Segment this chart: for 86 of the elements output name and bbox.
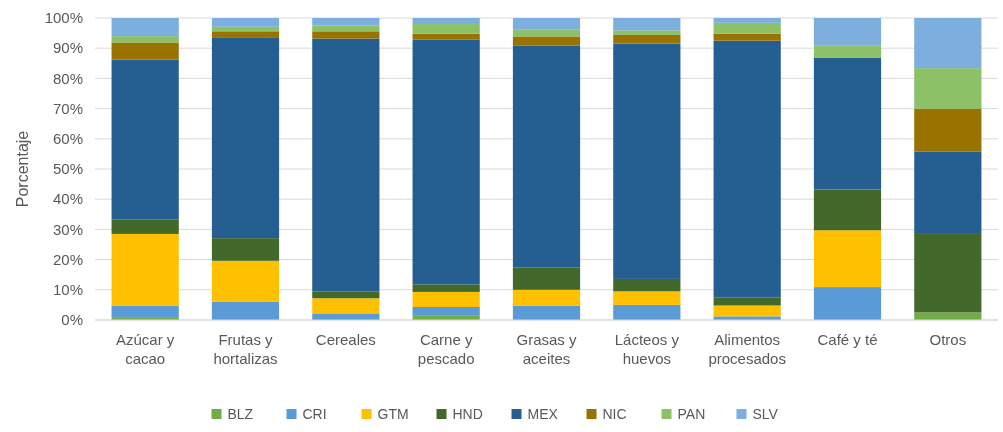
bar xyxy=(111,233,179,306)
x-tick-label: Otros xyxy=(929,331,967,348)
bar xyxy=(111,59,179,220)
bar xyxy=(312,298,380,314)
bar xyxy=(713,297,781,306)
bar xyxy=(512,267,581,290)
x-tick-label: Cereales xyxy=(315,331,376,348)
bar xyxy=(211,18,280,27)
bar xyxy=(613,304,681,320)
bar xyxy=(412,291,480,308)
legend-label: NIC xyxy=(602,406,627,422)
bar xyxy=(512,36,581,46)
x-tick-label: Frutas y hortalizas xyxy=(213,331,278,367)
x-tick-label: Carne y pescado xyxy=(417,331,475,367)
bar xyxy=(512,18,581,30)
legend-label: MEX xyxy=(527,406,559,422)
legend-label: BLZ xyxy=(227,406,254,422)
bar xyxy=(512,289,581,306)
bar xyxy=(211,31,280,38)
bar xyxy=(412,24,480,34)
bar xyxy=(211,37,280,239)
bar xyxy=(412,39,480,285)
x-tick-label: Café y té xyxy=(817,331,878,348)
y-tick-label: 30% xyxy=(52,220,83,238)
bar xyxy=(914,18,982,69)
legend-label: SLV xyxy=(752,406,779,422)
bar xyxy=(312,313,380,320)
bar xyxy=(412,307,480,316)
bar xyxy=(412,18,480,25)
bar xyxy=(312,38,380,292)
bar xyxy=(713,22,781,34)
y-tick-label: 60% xyxy=(52,130,83,148)
legend-label: CRI xyxy=(302,406,327,422)
bar xyxy=(613,278,681,292)
bar xyxy=(813,230,882,288)
y-tick-label: 50% xyxy=(52,160,83,178)
y-tick-label: 0% xyxy=(61,311,83,329)
bar xyxy=(713,33,781,41)
y-tick-label: 80% xyxy=(52,69,83,87)
bar xyxy=(813,18,882,46)
legend-label: HND xyxy=(452,406,483,422)
bar xyxy=(613,34,681,44)
y-axis-title: Porcentaje xyxy=(14,130,31,208)
bar xyxy=(111,36,179,43)
bar xyxy=(713,305,781,317)
bar xyxy=(813,189,882,231)
y-tick-label: 10% xyxy=(52,281,83,299)
bar xyxy=(111,305,179,318)
x-tick-label: Azúcar y cacao xyxy=(115,331,175,367)
bar xyxy=(111,18,179,37)
bar xyxy=(613,18,681,31)
bar xyxy=(914,68,982,109)
bar xyxy=(613,30,681,35)
bar xyxy=(312,291,380,299)
bar xyxy=(914,312,982,320)
bar xyxy=(914,151,982,234)
bar xyxy=(512,305,581,320)
bar xyxy=(713,40,781,298)
y-tick-label: 40% xyxy=(52,190,83,208)
bar xyxy=(111,42,179,60)
bar xyxy=(512,29,581,37)
legend-label: GTM xyxy=(377,406,409,422)
y-tick-label: 100% xyxy=(44,9,83,27)
bar xyxy=(613,43,681,279)
bar xyxy=(813,45,882,58)
bar xyxy=(412,284,480,292)
bar xyxy=(312,31,380,39)
bar xyxy=(813,57,882,190)
x-tick-label: Alimentos procesados xyxy=(708,331,786,367)
y-tick-label: 70% xyxy=(52,99,83,117)
bar xyxy=(813,287,882,320)
bar xyxy=(211,260,280,302)
bar xyxy=(914,108,982,152)
bar xyxy=(211,301,280,320)
legend-label: PAN xyxy=(677,406,706,422)
x-tick-label: Lácteos y huevos xyxy=(614,331,680,367)
bar xyxy=(211,238,280,261)
bar xyxy=(613,291,681,305)
bar xyxy=(512,45,581,268)
bar xyxy=(914,233,982,313)
bar xyxy=(713,18,781,23)
bar xyxy=(312,18,380,26)
y-tick-label: 20% xyxy=(52,250,83,268)
x-tick-label: Grasas y aceites xyxy=(516,331,578,367)
y-tick-label: 90% xyxy=(52,39,83,57)
bar xyxy=(111,219,179,234)
